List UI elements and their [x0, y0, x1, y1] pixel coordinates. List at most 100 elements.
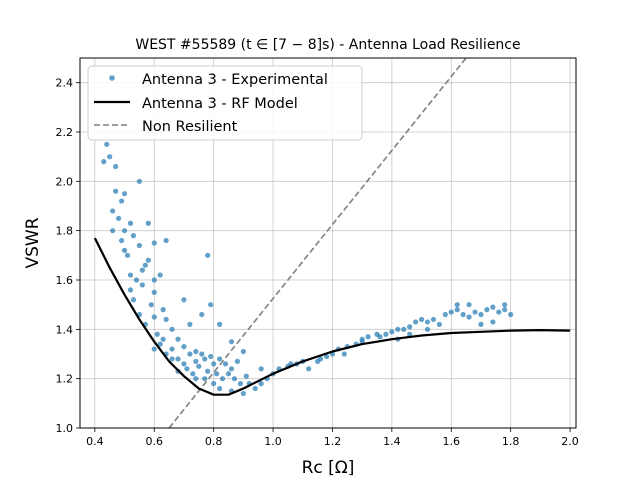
experimental-point [484, 307, 490, 313]
experimental-point [110, 228, 116, 234]
experimental-point [208, 302, 214, 308]
experimental-point [430, 316, 437, 323]
y-tick-label: 2.0 [56, 175, 74, 188]
experimental-point [240, 390, 246, 397]
experimental-point [252, 385, 258, 392]
experimental-point [237, 381, 243, 387]
experimental-point [136, 178, 143, 184]
x-tick-label: 1.0 [264, 435, 282, 448]
non-resilient-line [168, 58, 467, 428]
y-tick-label: 1.6 [56, 274, 74, 287]
experimental-point [121, 228, 128, 234]
x-tick-label: 0.4 [86, 435, 104, 448]
x-tick-label: 1.2 [324, 435, 342, 448]
experimental-point [130, 233, 137, 239]
experimental-point [118, 237, 125, 244]
experimental-point [190, 371, 196, 377]
x-axis: 0.4 0.6 0.8 1.0 1.2 1.4 1.6 1.8 2.0 [86, 428, 579, 448]
x-tick-label: 2.0 [561, 435, 579, 448]
experimental-point [424, 326, 431, 332]
experimental-point [454, 302, 460, 308]
experimental-point [219, 376, 226, 382]
x-axis-label: Rc [Ω] [302, 458, 355, 478]
y-tick-label: 2.2 [56, 126, 74, 139]
experimental-point [216, 321, 223, 327]
experimental-point [228, 339, 235, 345]
experimental-point [127, 287, 134, 293]
experimental-point [323, 353, 330, 360]
experimental-point [193, 348, 199, 355]
experimental-point [225, 371, 232, 377]
legend-box [87, 65, 363, 141]
experimental-point [211, 361, 217, 367]
experimental-point [196, 363, 202, 369]
experimental-point [202, 356, 208, 362]
experimental-point [151, 314, 157, 320]
experimental-point [258, 366, 264, 372]
experimental-point [133, 277, 140, 283]
experimental-point [139, 267, 145, 273]
x-tick-label: 1.8 [502, 435, 520, 448]
experimental-point [317, 356, 324, 362]
y-tick-label: 2.4 [56, 77, 74, 90]
rf-model-line [93, 237, 571, 396]
experimental-point [205, 368, 211, 374]
experimental-point [490, 319, 496, 325]
experimental-point [187, 351, 193, 357]
experimental-point [199, 351, 205, 357]
experimental-point [214, 371, 220, 377]
experimental-point [142, 262, 148, 268]
experimental-point [130, 297, 137, 303]
experimental-point [199, 311, 205, 318]
experimental-point [145, 220, 151, 226]
experimental-point [139, 282, 145, 288]
experimental-point [240, 348, 246, 355]
legend-label-model: Antenna 3 - RF Model [142, 96, 298, 112]
experimental-point [436, 321, 442, 327]
experimental-point [187, 321, 193, 327]
experimental-point [175, 336, 181, 342]
experimental-point [407, 324, 413, 330]
experimental-point [222, 361, 229, 367]
experimental-point [460, 311, 466, 318]
chart-title: WEST #55589 (t ∈ [7 − 8]s) - Antenna Loa… [135, 37, 520, 53]
legend: Antenna 3 - Experimental Antenna 3 - RF … [87, 65, 363, 141]
experimental-point [442, 311, 448, 318]
legend-marker-experimental [109, 75, 115, 81]
x-tick-label: 0.8 [205, 435, 223, 448]
experimental-point [258, 381, 264, 387]
experimental-point [151, 240, 157, 246]
x-tick-label: 1.6 [443, 435, 461, 448]
experimental-point [118, 198, 125, 204]
experimental-point [234, 358, 241, 364]
plot-area [93, 58, 571, 428]
experimental-point [181, 344, 187, 350]
experimental-point [341, 351, 347, 357]
experimental-point [243, 373, 249, 379]
experimental-point [169, 346, 175, 352]
experimental-point [127, 220, 134, 226]
experimental-point [121, 191, 128, 197]
experimental-point [401, 326, 407, 332]
experimental-point [466, 302, 472, 308]
experimental-point [110, 208, 116, 214]
y-axis-label: VSWR [23, 217, 43, 268]
experimental-point [151, 346, 157, 352]
experimental-point [127, 272, 134, 278]
x-tick-label: 0.6 [146, 435, 164, 448]
experimental-point [389, 329, 395, 335]
experimental-point [454, 307, 460, 313]
experimental-point [508, 311, 514, 318]
experimental-point [377, 334, 383, 340]
experimental-point [151, 277, 157, 283]
experimental-point [478, 321, 484, 327]
experimental-point [107, 154, 113, 160]
experimental-point [181, 361, 187, 367]
experimental-point [148, 302, 154, 308]
experimental-point [181, 297, 187, 303]
experimental-point [169, 326, 175, 332]
experimental-point [124, 252, 131, 258]
y-tick-label: 1.0 [56, 422, 74, 435]
experimental-point [502, 302, 508, 308]
y-tick-label: 1.8 [56, 225, 74, 238]
